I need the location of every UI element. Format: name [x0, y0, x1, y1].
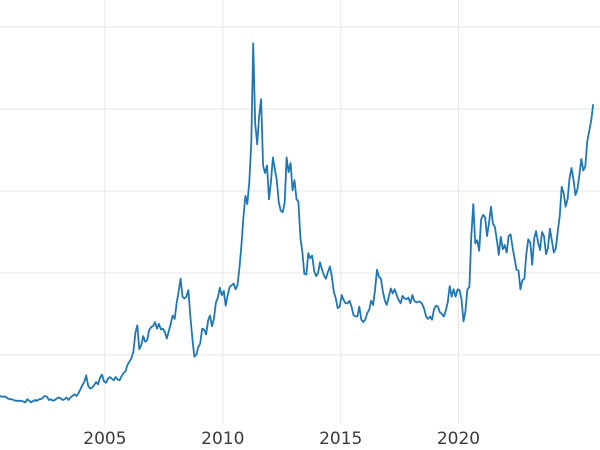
gridlines [0, 0, 600, 424]
x-tick-label: 2020 [437, 429, 480, 449]
x-tick-label: 2005 [83, 429, 126, 449]
price-line [0, 42, 594, 404]
x-axis-labels: 2005 2010 2015 2020 [83, 429, 480, 449]
x-tick-label: 2010 [201, 429, 244, 449]
x-tick-label: 2015 [319, 429, 362, 449]
